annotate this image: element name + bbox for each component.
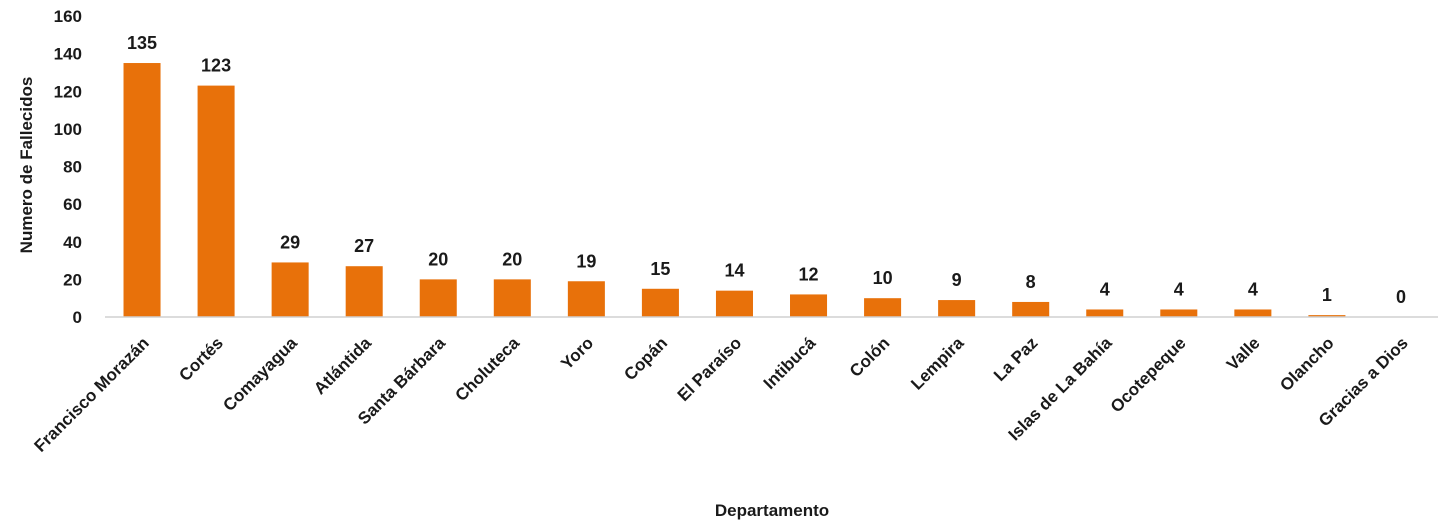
data-label: 123 — [201, 56, 231, 76]
y-tick-label: 20 — [63, 270, 82, 289]
y-tick-label: 100 — [54, 120, 82, 139]
bar — [197, 85, 235, 317]
data-label: 14 — [724, 261, 744, 281]
bar — [715, 290, 753, 317]
y-tick-label: 80 — [63, 158, 82, 177]
category-label: Copán — [620, 333, 671, 384]
data-label: 12 — [799, 264, 819, 284]
category-label: Olancho — [1276, 333, 1338, 395]
category-label: Valle — [1223, 333, 1264, 374]
bar — [567, 281, 605, 317]
bar — [641, 288, 679, 317]
data-label: 9 — [952, 270, 962, 290]
data-label: 20 — [428, 249, 448, 269]
data-label: 20 — [502, 249, 522, 269]
bar — [1160, 309, 1198, 317]
data-label: 1 — [1322, 285, 1332, 305]
category-label: El Paraíso — [674, 333, 746, 405]
bar — [1234, 309, 1272, 317]
bar — [864, 298, 902, 317]
category-label: Colón — [846, 333, 893, 380]
bar — [271, 262, 309, 317]
bar — [1012, 301, 1050, 317]
category-label: Yoro — [557, 333, 597, 373]
category-label: Comayagua — [219, 333, 301, 415]
y-tick-label: 120 — [54, 82, 82, 101]
bar — [1086, 309, 1124, 317]
y-tick-label: 40 — [63, 233, 82, 252]
category-label: Cortés — [175, 333, 227, 385]
data-label: 10 — [873, 268, 893, 288]
y-tick-label: 0 — [73, 308, 82, 327]
data-label: 8 — [1026, 272, 1036, 292]
category-label: Francisco Morazán — [31, 333, 153, 455]
data-label: 27 — [354, 236, 374, 256]
y-axis-ticks: 0 20 40 60 80 100 120 140 160 — [54, 7, 82, 327]
category-label: Atlántida — [310, 333, 375, 398]
data-label: 4 — [1100, 279, 1110, 299]
data-label: 4 — [1174, 279, 1184, 299]
bars — [123, 63, 1346, 317]
bar — [1308, 315, 1346, 317]
category-label: Ocotepeque — [1107, 333, 1190, 416]
x-axis-title: Departamento — [715, 501, 829, 520]
data-label: 4 — [1248, 279, 1258, 299]
data-label: 15 — [650, 259, 670, 279]
data-label: 135 — [127, 33, 157, 53]
bar — [493, 279, 531, 317]
y-tick-label: 60 — [63, 195, 82, 214]
category-label: Choluteca — [452, 333, 524, 405]
data-label: 19 — [576, 251, 596, 271]
category-label: La Paz — [990, 333, 1042, 385]
bar — [938, 300, 976, 317]
bar — [790, 294, 828, 317]
category-label: Intibucá — [760, 333, 820, 393]
bar — [419, 279, 457, 317]
bar — [123, 63, 161, 317]
y-axis-title: Numero de Fallecidos — [17, 77, 36, 254]
data-label: 29 — [280, 232, 300, 252]
bar — [345, 266, 383, 317]
data-label: 0 — [1396, 287, 1406, 307]
y-tick-label: 140 — [54, 45, 82, 64]
y-tick-label: 160 — [54, 7, 82, 26]
category-label: Lempira — [907, 333, 968, 394]
